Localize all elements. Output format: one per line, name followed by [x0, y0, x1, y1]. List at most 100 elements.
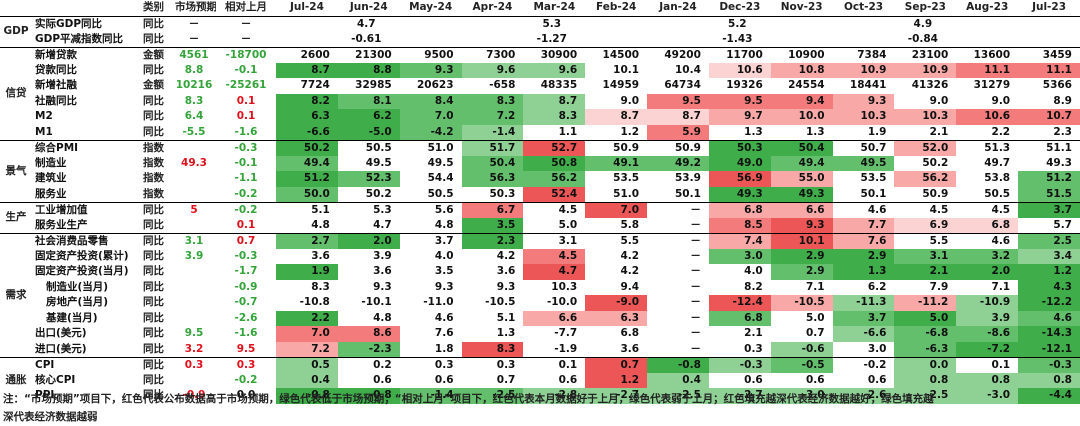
month-value: -12.4	[708, 295, 771, 311]
month-value: 0.1	[523, 356, 586, 373]
table-row: 新增社融 金额 10216 -25261 7724 32985 20623 -658 48335…	[0, 78, 1080, 94]
month-value: -10.5	[770, 295, 833, 311]
month-value: -11.2	[894, 295, 957, 311]
forecast-value	[172, 295, 216, 311]
month-value: -0.5	[770, 356, 833, 373]
mom-change: -0.2	[216, 201, 276, 218]
month-value: 3.6	[276, 248, 338, 264]
month-value	[276, 31, 338, 47]
month-value: 5.1	[461, 310, 524, 326]
month-value: -9.0	[585, 295, 648, 311]
month-value: 50.4	[770, 139, 833, 156]
mom-change: 0.1	[236, 110, 256, 123]
mom-change: 0.3	[216, 356, 276, 373]
month-value: 50.2	[894, 155, 957, 171]
indicator-type: 同比	[140, 232, 172, 249]
indicator-type: 指数	[140, 139, 172, 156]
month-value: 2.3	[461, 232, 524, 249]
month-value: 56.2	[523, 171, 586, 187]
month-value: 0.0	[894, 356, 957, 373]
month-value: 9.5	[708, 93, 771, 109]
month-value: -6.3	[894, 341, 957, 357]
month-value: 8.3	[276, 279, 338, 295]
month-value: -0.2	[832, 356, 895, 373]
month-value: -1.4	[399, 388, 462, 404]
month-value: 1.9	[832, 124, 895, 140]
month-value: 5.2	[708, 16, 771, 32]
month-value: 52.7	[523, 139, 586, 156]
month-value: 49200	[647, 46, 709, 63]
mom-change: -18700	[216, 46, 276, 63]
month-value: 8.8	[337, 62, 400, 78]
month-value: 1.2	[585, 372, 648, 388]
month-value: 2.0	[337, 232, 400, 249]
month-value: 56.9	[708, 171, 771, 187]
month-value: 9.6	[461, 62, 524, 78]
month-value	[1018, 16, 1080, 32]
table-row: 房地产(当月) 同比 -0.7 -10.8 -10.1 -11.0 -10.5 -10.0 -9…	[0, 295, 1080, 311]
month-value: -6.6	[276, 124, 338, 140]
month-value: 14959	[585, 78, 648, 94]
month-value: 2.5	[1018, 232, 1080, 249]
month-value: 8.5	[708, 217, 771, 233]
mom-change: -1.1	[234, 172, 258, 185]
month-value: 7.6	[832, 232, 895, 249]
month-value: 5.3	[523, 16, 586, 32]
month-value: 7384	[832, 46, 895, 63]
month-value: 10.6	[956, 109, 1019, 125]
month-value: 24554	[770, 78, 833, 94]
month-value: 5.5	[894, 232, 957, 249]
forecast-value: 4561	[172, 46, 216, 63]
month-value: 5.6	[399, 201, 462, 218]
month-value	[461, 31, 524, 47]
month-value: 10.9	[894, 62, 957, 78]
month-value: 2600	[276, 46, 338, 63]
month-value: 51.2	[1018, 171, 1080, 187]
indicator-type: 同比	[140, 356, 172, 373]
month-value: 1.3	[461, 326, 524, 342]
mom-change: -0.2	[234, 373, 258, 386]
month-value: 10.4	[647, 62, 709, 78]
month-value: -0.8	[647, 356, 709, 373]
indicator-name: GDP平减指数同比	[35, 32, 124, 45]
indicator-name: 新增贷款	[32, 46, 140, 63]
month-value: 10.6	[708, 62, 771, 78]
month-value: 10.7	[1018, 109, 1080, 125]
forecast-value: －	[188, 17, 200, 30]
month-value: 49.5	[399, 155, 462, 171]
month-value	[770, 16, 833, 32]
indicator-type: 同比	[143, 373, 164, 386]
month-value	[585, 16, 648, 32]
month-value: 0.7	[770, 326, 833, 342]
mom-change: -2.6	[234, 311, 258, 324]
forecast-value: 5	[172, 201, 216, 218]
indicator-name: 核心CPI	[35, 373, 76, 386]
mom-change: -1.6	[234, 125, 258, 138]
month-value: 1.3	[832, 264, 895, 280]
month-value: -0.8	[337, 388, 400, 404]
header-blank-indicator	[32, 0, 140, 16]
mom-change: -1.6	[234, 327, 258, 340]
month-value: 9.3	[770, 217, 833, 233]
month-value: 49.3	[770, 186, 833, 202]
month-value: -0.84	[894, 31, 957, 47]
month-value: -0.3	[1018, 356, 1080, 373]
month-value: 6.8	[585, 326, 648, 342]
month-value: 0.6	[337, 372, 400, 388]
month-value: 0.6	[523, 372, 586, 388]
month-value: 7724	[276, 78, 338, 94]
month-value: 6.9	[894, 217, 957, 233]
forecast-value: 0.3	[172, 356, 216, 373]
indicator-type: 同比	[143, 125, 164, 138]
month-value: 9.0	[585, 93, 648, 109]
indicator-type: 同比	[143, 218, 164, 231]
month-value: 7.0	[585, 201, 648, 218]
indicator-type: 同比	[143, 296, 164, 309]
table-row: 固定资产投资(当月) 同比 -1.7 1.9 3.6 3.5 3.6 4.7 4.2 － 4.0 2.…	[0, 264, 1080, 280]
month-value: －	[647, 248, 709, 264]
month-value: 10.1	[585, 62, 648, 78]
month-value: 3.0	[832, 341, 895, 357]
month-value: 0.3	[399, 356, 462, 373]
indicator-name: 社会消费品零售	[32, 232, 140, 249]
